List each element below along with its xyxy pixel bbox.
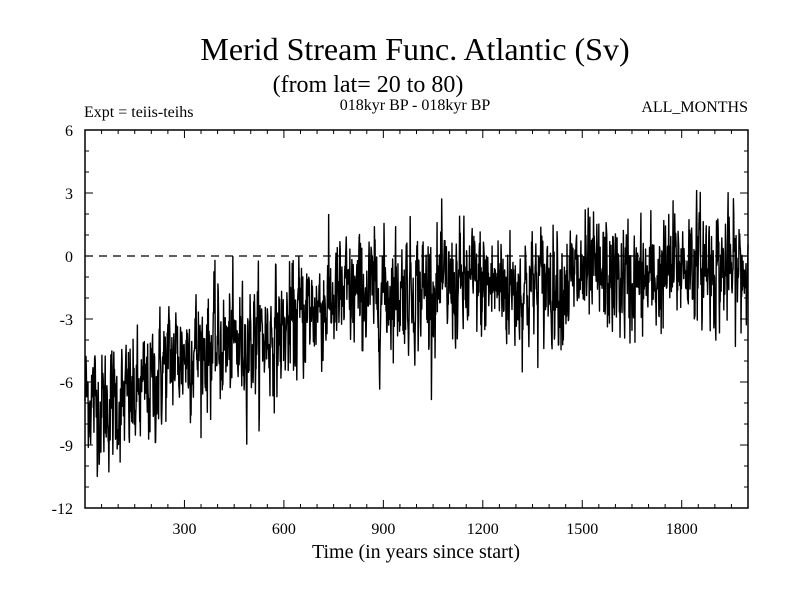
x-tick-label: 1200	[467, 521, 499, 538]
y-tick-label: -3	[60, 312, 73, 329]
y-tick-label: 0	[65, 249, 73, 266]
y-tick-label: -6	[60, 375, 73, 392]
x-tick-label: 900	[371, 521, 395, 538]
x-tick-label: 1800	[666, 521, 698, 538]
x-axis-label: Time (in years since start)	[312, 541, 520, 563]
chart-subtitle: (from lat= 20 to 80)	[273, 72, 464, 98]
y-tick-label: -12	[52, 501, 73, 518]
plot-frame	[84, 129, 749, 509]
experiment-label: Expt = teiis-teihs	[84, 104, 193, 121]
y-tick-label: 6	[65, 123, 73, 140]
x-tick-label: 300	[172, 521, 196, 538]
period-label: 018kyr BP - 018kyr BP	[340, 97, 491, 114]
y-tick-label: -9	[60, 438, 73, 455]
series-line	[84, 189, 749, 478]
chart-title: Merid Stream Func. Atlantic (Sv)	[200, 31, 629, 67]
x-tick-label: 1500	[566, 521, 598, 538]
x-tick-label: 600	[272, 521, 296, 538]
months-label: ALL_MONTHS	[641, 99, 748, 116]
y-tick-label: 3	[65, 186, 73, 203]
